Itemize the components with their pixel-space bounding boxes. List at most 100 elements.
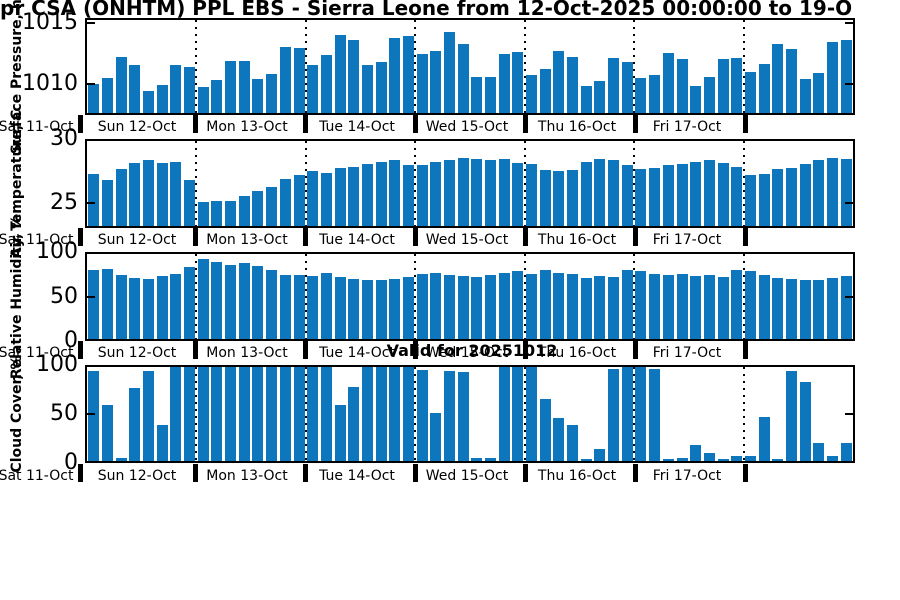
day-separator-tick bbox=[632, 464, 638, 482]
bar bbox=[594, 159, 606, 226]
y-tick-label: 100 bbox=[36, 352, 78, 377]
bar bbox=[197, 259, 209, 339]
day-boundary-line bbox=[304, 20, 307, 113]
day-label: Tue 14-Oct bbox=[319, 119, 395, 135]
bar bbox=[799, 78, 811, 113]
day-separator-tick bbox=[522, 341, 528, 359]
bar bbox=[717, 162, 729, 226]
bar bbox=[731, 456, 743, 461]
bar bbox=[225, 200, 237, 226]
bar bbox=[676, 274, 688, 339]
bar bbox=[567, 170, 579, 226]
bar bbox=[102, 269, 114, 339]
bar bbox=[785, 370, 797, 461]
day-separator-tick bbox=[632, 228, 638, 246]
bar bbox=[170, 274, 182, 339]
bar bbox=[266, 187, 278, 226]
day-label: Thu 16-Oct bbox=[537, 468, 617, 484]
bar bbox=[402, 367, 414, 461]
bar bbox=[266, 367, 278, 461]
bar bbox=[731, 166, 743, 226]
bar bbox=[348, 386, 360, 461]
bar bbox=[526, 367, 538, 461]
bar bbox=[785, 167, 797, 226]
day-boundary-line bbox=[633, 141, 636, 226]
bar bbox=[635, 271, 647, 339]
bar bbox=[662, 165, 674, 226]
y-tick-label: 30 bbox=[50, 126, 78, 151]
bar bbox=[758, 416, 770, 461]
bar bbox=[170, 367, 182, 461]
bar bbox=[744, 71, 756, 113]
bar bbox=[266, 74, 278, 113]
day-boundary-line bbox=[742, 254, 745, 339]
day-label: Mon 13-Oct bbox=[206, 468, 288, 484]
bar bbox=[443, 370, 455, 461]
axis-tick-mark bbox=[845, 83, 853, 86]
bar bbox=[690, 85, 702, 113]
bar bbox=[238, 195, 250, 226]
bar bbox=[402, 165, 414, 226]
bar bbox=[389, 367, 401, 461]
bar bbox=[635, 367, 647, 461]
bar bbox=[184, 266, 196, 339]
bar bbox=[621, 367, 633, 461]
bar bbox=[457, 43, 469, 113]
bar bbox=[184, 367, 196, 461]
bar bbox=[635, 168, 647, 226]
day-boundary-line bbox=[523, 254, 526, 339]
bar bbox=[594, 276, 606, 339]
bar bbox=[662, 275, 674, 339]
bar bbox=[539, 170, 551, 226]
day-label: Thu 16-Oct bbox=[537, 119, 617, 135]
day-boundary-line bbox=[414, 20, 417, 113]
bar bbox=[635, 77, 647, 113]
bar bbox=[320, 272, 332, 339]
day-separator-tick bbox=[302, 341, 308, 359]
bar bbox=[676, 458, 688, 461]
chart-title: pr CSA (ONHTM) PPL EBS - Sierra Leone fr… bbox=[0, 0, 853, 20]
day-label: Sun 12-Oct bbox=[97, 468, 177, 484]
bar bbox=[649, 273, 661, 339]
day-separator-tick bbox=[302, 228, 308, 246]
y-tick-label: 1015 bbox=[22, 9, 78, 35]
day-boundary-line bbox=[304, 254, 307, 339]
bar bbox=[799, 280, 811, 339]
day-label: Sun 12-Oct bbox=[97, 119, 177, 135]
bar bbox=[799, 164, 811, 226]
bar bbox=[826, 277, 838, 339]
day-label: Mon 13-Oct bbox=[206, 119, 288, 135]
bar bbox=[594, 81, 606, 113]
bar bbox=[156, 84, 168, 113]
bar bbox=[115, 275, 127, 339]
day-label: Fri 17-Oct bbox=[652, 232, 722, 248]
bar bbox=[102, 77, 114, 113]
day-label: Sun 12-Oct bbox=[97, 345, 177, 361]
bar bbox=[430, 413, 442, 461]
cloud-cover-panel bbox=[85, 365, 855, 463]
bar bbox=[320, 172, 332, 226]
bar bbox=[252, 78, 264, 113]
bar bbox=[662, 52, 674, 113]
bar bbox=[375, 62, 387, 113]
cloud-cover-axis-label: Cloud Cover, % bbox=[9, 355, 25, 473]
bar bbox=[758, 173, 770, 226]
bar bbox=[772, 43, 784, 113]
bar bbox=[307, 276, 319, 339]
day-boundary-line bbox=[633, 20, 636, 113]
bar bbox=[621, 62, 633, 113]
bar bbox=[621, 165, 633, 226]
axis-tick-mark bbox=[87, 295, 95, 298]
bar bbox=[457, 276, 469, 339]
bar bbox=[348, 166, 360, 226]
bar bbox=[498, 54, 510, 113]
y-tick-label: 0 bbox=[64, 450, 78, 475]
bar bbox=[416, 274, 428, 339]
bar bbox=[526, 75, 538, 113]
bar bbox=[430, 50, 442, 113]
day-label: Sat 11-Oct bbox=[0, 468, 74, 484]
bar bbox=[156, 162, 168, 226]
bar bbox=[443, 275, 455, 339]
y-tick-label: 50 bbox=[50, 401, 78, 426]
y-tick-label: 0 bbox=[64, 328, 78, 353]
